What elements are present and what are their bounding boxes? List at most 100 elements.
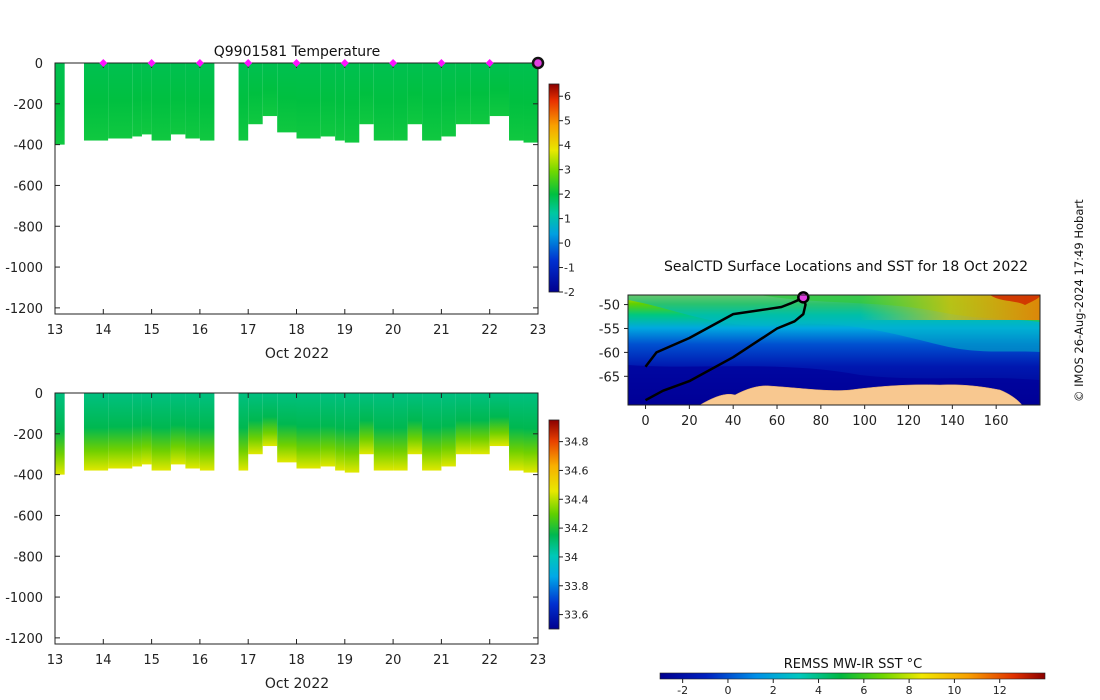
surface-marker bbox=[485, 59, 494, 67]
x-tick-label: 16 bbox=[192, 653, 209, 668]
salinity-x-label: Oct 2022 bbox=[265, 676, 329, 692]
colorbar-tick-label: 4 bbox=[564, 139, 571, 152]
surface-marker bbox=[389, 59, 398, 67]
profile-column bbox=[151, 63, 171, 141]
sst-colorbar-tick-label: 6 bbox=[860, 684, 867, 697]
profile-column bbox=[83, 393, 109, 471]
profile-column bbox=[296, 393, 321, 469]
salinity-x-ticks: 13 14 15 16 17 18 19 20 21 22 23 bbox=[47, 393, 547, 668]
profile-column bbox=[470, 393, 490, 455]
sst-colorbar-tick-label: 0 bbox=[724, 684, 731, 697]
profile-column bbox=[455, 63, 471, 125]
temperature-y-ticks: 0 -200 -400 -600 -800 -1000 -1200 bbox=[5, 57, 538, 317]
profile-column bbox=[509, 63, 524, 141]
sst-hot-spot bbox=[990, 295, 1040, 305]
map-x-tick-label: 100 bbox=[852, 414, 877, 429]
profile-column bbox=[238, 393, 249, 471]
x-tick-label: 23 bbox=[530, 653, 547, 668]
surface-marker bbox=[244, 59, 253, 67]
profile-column bbox=[132, 393, 142, 467]
sst-colorbar-tick-label: 12 bbox=[993, 684, 1007, 697]
map-y-tick-label: -60 bbox=[599, 346, 620, 361]
x-tick-label: 19 bbox=[337, 653, 354, 668]
y-tick-label: -1000 bbox=[5, 261, 43, 276]
x-tick-label: 23 bbox=[530, 323, 547, 338]
x-tick-label: 14 bbox=[95, 653, 112, 668]
map-x-ticks: 0 20 40 60 80 100 120 140 160 bbox=[641, 405, 1009, 429]
profile-column bbox=[83, 63, 109, 141]
x-tick-label: 21 bbox=[433, 323, 450, 338]
x-tick-label: 15 bbox=[143, 323, 160, 338]
map-x-tick-label: 20 bbox=[681, 414, 698, 429]
temperature-colorbar bbox=[548, 83, 560, 293]
y-tick-label: -1000 bbox=[5, 591, 43, 606]
profile-column bbox=[108, 63, 133, 139]
sst-colorbar-ticks: -2 0 2 4 6 8 10 12 bbox=[677, 679, 1007, 697]
profile-column bbox=[344, 63, 360, 143]
profile-column bbox=[407, 63, 423, 125]
profile-column bbox=[185, 63, 200, 139]
map-y-tick-label: -65 bbox=[599, 370, 620, 385]
temperature-title: Q9901581 Temperature bbox=[214, 44, 381, 60]
salinity-panel: 13 14 15 16 17 18 19 20 21 22 23 0 -200 -400 -600 -800… bbox=[5, 387, 588, 692]
y-tick-label: -800 bbox=[13, 550, 43, 565]
map-x-tick-label: 160 bbox=[984, 414, 1009, 429]
colorbar-tick-label: 34.8 bbox=[564, 436, 589, 449]
y-tick-label: -1200 bbox=[5, 302, 43, 317]
profile-column bbox=[422, 393, 442, 471]
x-tick-label: 22 bbox=[481, 323, 498, 338]
sst-colorbar-group: REMSS MW-IR SST °C -2 0 2 4 6 8 10 12 bbox=[659, 657, 1046, 697]
colorbar-tick-label: 0 bbox=[564, 237, 571, 250]
profile-column bbox=[422, 63, 442, 141]
y-tick-label: -200 bbox=[13, 428, 43, 443]
profile-column bbox=[470, 63, 490, 125]
sst-colorbar-tick-label: 2 bbox=[770, 684, 777, 697]
temperature-profiles bbox=[55, 63, 538, 145]
profile-column bbox=[335, 393, 345, 471]
colorbar-tick-label: -2 bbox=[564, 286, 575, 299]
sst-colorbar-tick-label: 4 bbox=[815, 684, 822, 697]
sst-field bbox=[628, 295, 1040, 405]
profile-column bbox=[441, 393, 456, 467]
x-tick-label: 20 bbox=[385, 653, 402, 668]
profile-column bbox=[373, 63, 394, 141]
profile-column bbox=[199, 63, 215, 141]
x-tick-label: 18 bbox=[288, 653, 305, 668]
map-x-tick-label: 120 bbox=[896, 414, 921, 429]
last-profile-marker bbox=[531, 56, 545, 70]
x-tick-label: 16 bbox=[192, 323, 209, 338]
sst-colorbar-label: REMSS MW-IR SST °C bbox=[784, 657, 923, 672]
y-tick-label: 0 bbox=[35, 57, 43, 72]
profile-column bbox=[509, 393, 524, 471]
temperature-x-label: Oct 2022 bbox=[265, 346, 329, 362]
colorbar-tick-label: 34.4 bbox=[564, 493, 589, 506]
profile-column bbox=[320, 393, 336, 467]
colorbar-tick-label: 1 bbox=[564, 213, 571, 226]
x-tick-label: 17 bbox=[240, 653, 257, 668]
surface-marker bbox=[292, 59, 301, 67]
temperature-x-ticks: 13 14 15 16 17 18 19 20 21 22 23 bbox=[47, 63, 547, 338]
temperature-panel: Q9901581 Temperature 13 14 15 16 17 18 19 20 21 2… bbox=[5, 44, 575, 362]
x-tick-label: 20 bbox=[385, 323, 402, 338]
profile-column bbox=[141, 393, 152, 465]
profile-column bbox=[151, 393, 171, 471]
colorbar-tick-label: 34 bbox=[564, 551, 578, 564]
x-tick-label: 18 bbox=[288, 323, 305, 338]
map-x-tick-label: 60 bbox=[769, 414, 786, 429]
y-tick-label: -400 bbox=[13, 139, 43, 154]
antarctica-land bbox=[699, 384, 1023, 405]
colorbar-tick-label: 34.2 bbox=[564, 522, 589, 535]
salinity-colorbar bbox=[548, 419, 560, 630]
sst-map-panel: SealCTD Surface Locations and SST for 18… bbox=[599, 259, 1041, 429]
colorbar-tick-label: 5 bbox=[564, 115, 571, 128]
salinity-profiles bbox=[55, 393, 538, 475]
profile-column bbox=[296, 63, 321, 139]
profile-column bbox=[393, 393, 408, 471]
map-x-tick-label: 140 bbox=[940, 414, 965, 429]
sst-colorbar-tick-label: 10 bbox=[947, 684, 961, 697]
surface-marker bbox=[147, 59, 156, 67]
map-title: SealCTD Surface Locations and SST for 18… bbox=[664, 259, 1028, 275]
profile-column bbox=[108, 393, 133, 469]
profile-column bbox=[262, 63, 278, 117]
